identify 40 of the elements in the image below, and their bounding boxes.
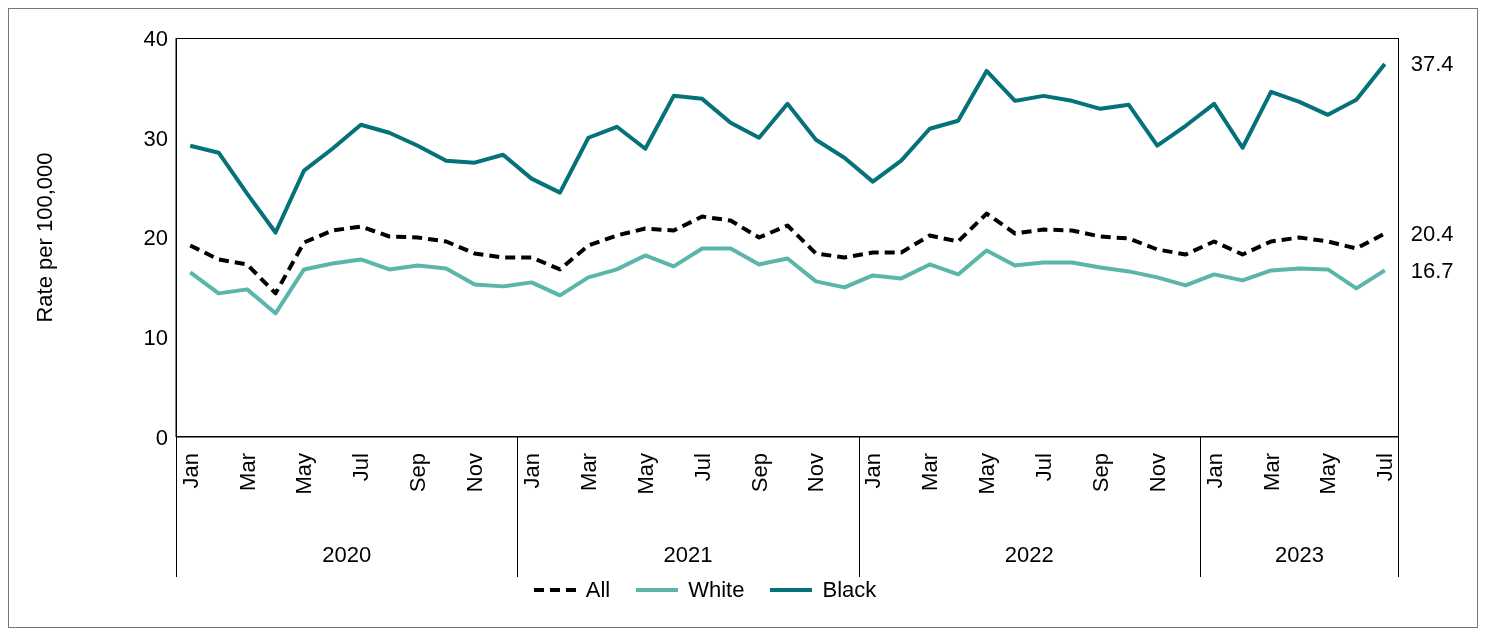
y-tick-label: 20 [143,225,168,251]
x-tick-label: Jan [177,453,203,489]
x-tick-label: Jan [860,453,886,489]
legend-label: Black [821,577,877,603]
x-tick-label: Mar [234,453,260,491]
x-tick-label: Nov [1144,453,1170,493]
x-tick-label: Nov [803,453,829,493]
x-tick-label: Jul [1030,453,1056,482]
line-series [188,246,1387,316]
y-tick-label: 10 [143,325,168,351]
x-tick-label: Mar [575,453,601,491]
text: 2021 [662,542,714,568]
line-series [188,61,1387,235]
data-label: 16.7 [1410,257,1454,283]
x-tick-label: Jan [1201,453,1227,489]
x-tick-label: Mar [1258,453,1284,491]
x-tick-label: Jan [519,453,545,489]
x-tick-label: Jul [1372,453,1398,482]
x-tick-label: Sep [746,453,772,493]
y-axis-title: Rate per 100,000 [31,152,57,323]
x-tick-label: Jul [689,453,715,482]
data-label: 37.4 [1410,51,1454,77]
legend-label: All [584,577,611,603]
data-label: 20.4 [1410,221,1454,247]
x-tick-label: Sep [1087,453,1113,493]
x-tick-label: May [1315,453,1341,495]
text: 2020 [321,542,373,568]
x-tick-label: Sep [405,453,431,493]
legend-label: White [687,577,745,603]
x-tick-label: Jul [348,453,374,482]
x-tick-label: May [974,453,1000,495]
y-tick-label: 40 [143,25,168,51]
x-tick-label: May [291,453,317,495]
x-tick-label: Mar [917,453,943,491]
y-tick-label: 30 [143,125,168,151]
x-tick-label: Nov [462,453,488,493]
x-tick-label: May [632,453,658,495]
text: 2023 [1273,542,1325,568]
y-tick-label: 0 [155,424,168,450]
text: 2022 [1003,542,1055,568]
